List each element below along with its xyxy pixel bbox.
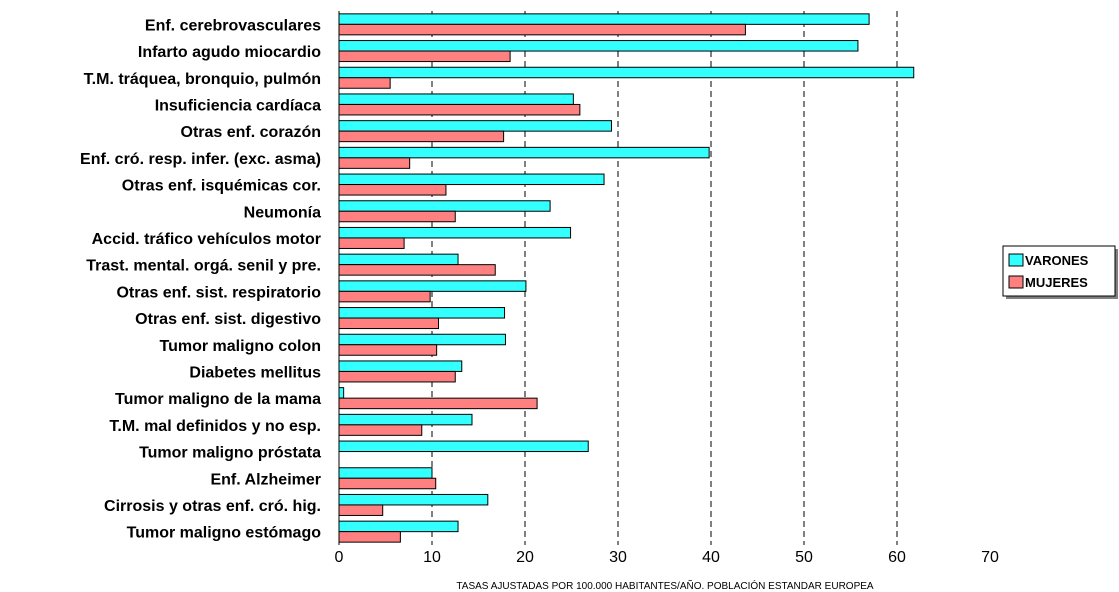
x-tick-label: 30 xyxy=(609,549,627,566)
bar-varones xyxy=(339,281,526,292)
bar-mujeres xyxy=(339,345,437,356)
bar-varones xyxy=(339,521,458,532)
category-label: Cirrosis y otras enf. cró. hig. xyxy=(104,498,321,515)
category-label: Otras enf. corazón xyxy=(181,124,321,141)
bar-mujeres xyxy=(339,238,404,249)
bar-varones xyxy=(339,201,550,212)
bar-mujeres xyxy=(339,24,745,34)
category-label: Tumor maligno de la mama xyxy=(115,391,321,408)
bar-varones xyxy=(339,308,505,319)
bar-varones xyxy=(339,254,458,265)
category-label: T.M. tráquea, bronquio, pulmón xyxy=(84,71,321,88)
bar-varones xyxy=(339,494,488,505)
category-label: Otras enf. sist. respiratorio xyxy=(116,284,321,301)
x-axis-ticks: 0 10 20 30 40 50 60 70 xyxy=(335,549,999,566)
bar-mujeres xyxy=(339,532,400,543)
x-axis-label: TASAS AJUSTADAS POR 100.000 HABITANTES/A… xyxy=(456,579,873,592)
category-label: Tumor maligno estómago xyxy=(127,525,322,542)
bar-varones xyxy=(339,94,573,105)
bar-mujeres xyxy=(339,131,504,142)
legend: VARONES MUJERES xyxy=(1003,246,1118,299)
bar-mujeres xyxy=(339,185,446,196)
bar-varones xyxy=(339,441,588,452)
category-labels: Enf. cerebrovasculares Infarto agudo mioc… xyxy=(80,17,321,541)
category-label: Otras enf. sist. digestivo xyxy=(135,311,321,328)
bar-mujeres xyxy=(339,291,430,302)
x-tick-label: 20 xyxy=(516,549,534,566)
category-label: Enf. cró. resp. infer. (exc. asma) xyxy=(80,151,321,168)
category-label: Enf. Alzheimer xyxy=(210,471,321,488)
bar-mujeres xyxy=(339,478,436,489)
bar-mujeres xyxy=(339,51,510,62)
x-tick-label: 0 xyxy=(335,549,344,566)
legend-swatch-varones xyxy=(1009,254,1023,266)
legend-swatch-mujeres xyxy=(1009,276,1023,288)
legend-label-varones: VARONES xyxy=(1025,253,1089,268)
x-tick-label: 50 xyxy=(795,549,813,566)
bar-mujeres xyxy=(339,211,455,222)
bar-varones xyxy=(339,41,858,52)
bar-varones xyxy=(339,174,604,185)
bar-varones xyxy=(339,227,571,238)
x-tick-label: 40 xyxy=(702,549,720,566)
category-label: Neumonía xyxy=(244,204,321,221)
bar-varones xyxy=(339,468,432,479)
bar-varones xyxy=(339,67,914,78)
bar-varones xyxy=(339,334,505,345)
category-label: Otras enf. isquémicas cor. xyxy=(122,178,321,195)
x-tick-label: 10 xyxy=(423,549,441,566)
bar-varones xyxy=(339,147,709,158)
bar-mujeres xyxy=(339,265,495,276)
category-label: Tumor maligno próstata xyxy=(139,445,321,462)
bars-layer xyxy=(339,14,914,542)
bar-varones xyxy=(339,121,611,131)
category-label: Tumor maligno colon xyxy=(160,338,321,355)
bar-varones xyxy=(339,388,344,399)
category-label: Accid. tráfico vehículos motor xyxy=(92,231,321,248)
category-label: Diabetes mellitus xyxy=(189,364,321,381)
bar-mujeres xyxy=(339,505,383,516)
legend-label-mujeres: MUJERES xyxy=(1025,275,1088,290)
bar-mujeres xyxy=(339,104,580,115)
bar-varones xyxy=(339,361,462,372)
bar-mujeres xyxy=(339,318,439,329)
bar-mujeres xyxy=(339,78,390,89)
category-label: Insuficiencia cardíaca xyxy=(155,97,321,114)
category-label: Enf. cerebrovasculares xyxy=(145,17,321,34)
category-label: T.M. mal definidos y no esp. xyxy=(109,418,321,435)
bar-mujeres xyxy=(339,425,422,436)
bar-mujeres xyxy=(339,158,410,169)
x-tick-label: 70 xyxy=(981,549,999,566)
category-label: Infarto agudo miocardio xyxy=(138,44,321,61)
bar-mujeres xyxy=(339,371,455,382)
x-tick-label: 60 xyxy=(888,549,906,566)
bar-varones xyxy=(339,414,472,425)
bar-varones xyxy=(339,14,869,25)
bar-mujeres xyxy=(339,398,537,409)
grid-layer xyxy=(339,11,897,545)
category-label: Trast. mental. orgá. senil y pre. xyxy=(86,258,321,275)
